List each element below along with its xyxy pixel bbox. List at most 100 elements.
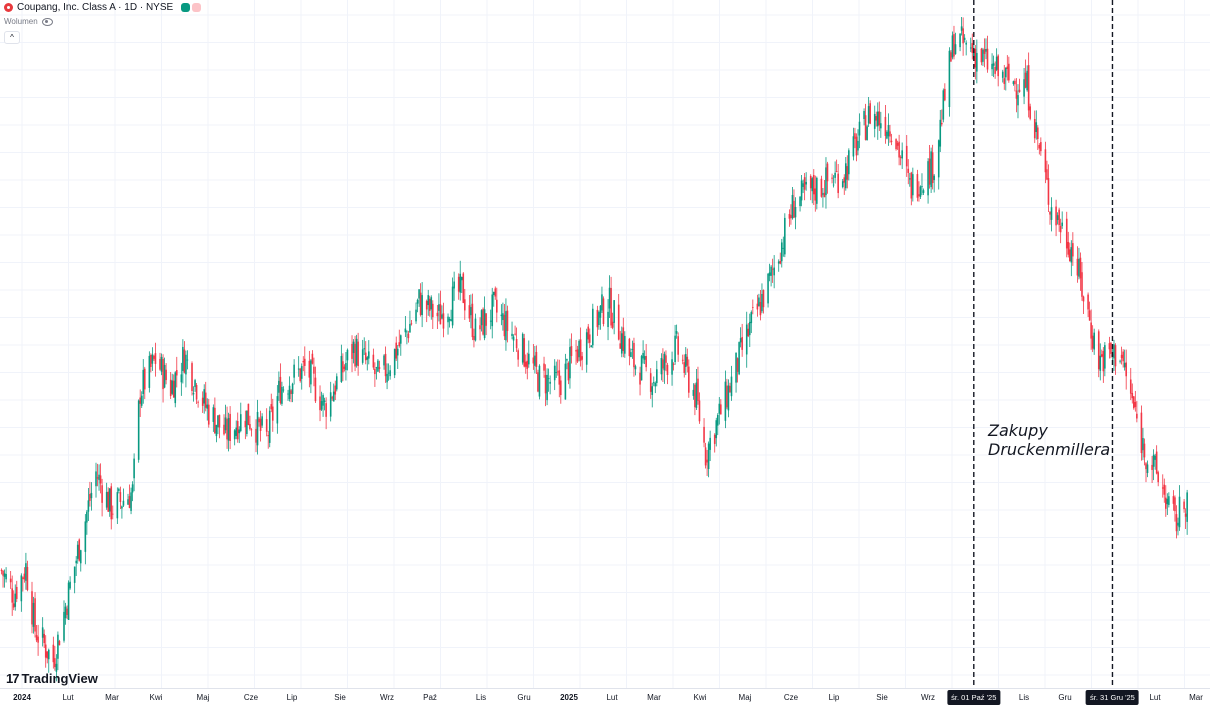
candle-body bbox=[259, 418, 262, 431]
candle bbox=[803, 173, 806, 201]
candle bbox=[933, 174, 935, 193]
candle-body bbox=[556, 371, 559, 373]
candle-body bbox=[694, 384, 696, 408]
candle bbox=[159, 352, 161, 371]
candle bbox=[898, 134, 900, 166]
candle-body bbox=[246, 410, 248, 434]
candle bbox=[538, 364, 541, 400]
candle-body bbox=[811, 178, 814, 192]
candle bbox=[500, 304, 503, 326]
candle-body bbox=[329, 392, 332, 417]
candle-body bbox=[204, 392, 207, 408]
candle bbox=[431, 300, 434, 329]
candle bbox=[1065, 211, 1068, 258]
candle-body bbox=[26, 566, 29, 591]
candle bbox=[278, 371, 280, 401]
eye-hidden-icon[interactable] bbox=[41, 17, 53, 26]
candle bbox=[133, 453, 135, 492]
candle-body bbox=[663, 353, 666, 371]
candle-body bbox=[323, 400, 326, 402]
candle bbox=[282, 386, 285, 393]
candle-body bbox=[52, 644, 55, 663]
volume-legend[interactable]: Wolumen bbox=[4, 17, 53, 26]
candle bbox=[887, 113, 890, 146]
candle bbox=[974, 45, 977, 80]
candle-body bbox=[1088, 310, 1091, 321]
candle bbox=[121, 505, 123, 519]
candle-body bbox=[1134, 402, 1137, 407]
candle bbox=[473, 328, 475, 348]
symbol-legend[interactable]: Coupang, Inc. Class A · 1D · NYSE bbox=[4, 2, 202, 13]
candle bbox=[982, 47, 984, 66]
candle bbox=[151, 347, 154, 371]
candle bbox=[1079, 252, 1082, 291]
event-lines bbox=[973, 0, 1114, 688]
candle bbox=[611, 312, 614, 330]
candle bbox=[631, 340, 634, 359]
candle-body bbox=[729, 385, 731, 393]
candle-body bbox=[407, 333, 410, 339]
candle bbox=[852, 127, 855, 161]
candle-body bbox=[378, 367, 381, 369]
candle bbox=[186, 350, 189, 370]
candle bbox=[396, 345, 399, 369]
candle-body bbox=[1004, 67, 1007, 78]
candle-body bbox=[1027, 65, 1030, 111]
candle-body bbox=[159, 358, 161, 370]
candle bbox=[537, 369, 539, 393]
candle-body bbox=[1102, 351, 1105, 372]
candle bbox=[201, 391, 204, 413]
time-axis[interactable]: 2024 Lut Mar Kwi Maj Cze Lip Sie Wrz Paź Lis Gru 202… bbox=[0, 688, 1210, 707]
candle bbox=[553, 359, 556, 391]
candle-body bbox=[419, 292, 422, 315]
candle-body bbox=[1108, 343, 1111, 350]
candle-body bbox=[1165, 497, 1167, 509]
candle-body bbox=[270, 404, 273, 410]
candle-body bbox=[25, 563, 27, 581]
candle bbox=[835, 159, 838, 173]
candle bbox=[419, 283, 422, 317]
collapse-legend-button[interactable]: ^ bbox=[4, 31, 20, 44]
candle-body bbox=[960, 26, 963, 31]
candle bbox=[940, 109, 943, 127]
candle-body bbox=[598, 312, 600, 326]
market-status-badge[interactable] bbox=[181, 3, 202, 12]
candle bbox=[483, 296, 486, 341]
candle-body bbox=[596, 309, 599, 328]
candle bbox=[1029, 103, 1031, 121]
candle-body bbox=[771, 268, 774, 270]
candle bbox=[942, 88, 945, 123]
candle-body bbox=[1065, 218, 1068, 249]
candle bbox=[1070, 240, 1073, 277]
candle-body bbox=[686, 356, 689, 366]
candle bbox=[951, 31, 954, 60]
candle-body bbox=[214, 407, 216, 434]
candle-body bbox=[805, 181, 807, 185]
candle-body bbox=[1125, 362, 1127, 377]
candle-body bbox=[278, 380, 280, 393]
time-tick-label: Wrz bbox=[379, 693, 395, 702]
candle-body bbox=[345, 362, 347, 371]
candle-body bbox=[863, 111, 865, 120]
tradingview-logo[interactable]: 17 TradingView bbox=[6, 671, 98, 686]
candle-body bbox=[1113, 344, 1115, 359]
candle-body bbox=[1067, 241, 1070, 255]
candle-body bbox=[255, 428, 257, 443]
candle-body bbox=[948, 50, 951, 108]
candle-body bbox=[656, 369, 658, 383]
candle bbox=[44, 635, 47, 668]
chevron-up-icon: ^ bbox=[10, 33, 14, 42]
candle-body bbox=[954, 44, 957, 55]
candle-body bbox=[1142, 437, 1144, 451]
candle bbox=[524, 354, 527, 374]
annotation-text[interactable]: Zakupy Druckenmillera bbox=[988, 421, 1110, 459]
candle-body bbox=[735, 352, 737, 383]
candle bbox=[239, 402, 242, 433]
price-chart[interactable] bbox=[0, 0, 1210, 688]
symbol-title[interactable]: Coupang, Inc. Class A · 1D · NYSE bbox=[17, 2, 174, 13]
candle bbox=[502, 302, 504, 331]
candle-body bbox=[716, 414, 719, 426]
candle bbox=[399, 334, 402, 356]
candle-body bbox=[761, 293, 763, 312]
candle-body bbox=[185, 354, 187, 375]
